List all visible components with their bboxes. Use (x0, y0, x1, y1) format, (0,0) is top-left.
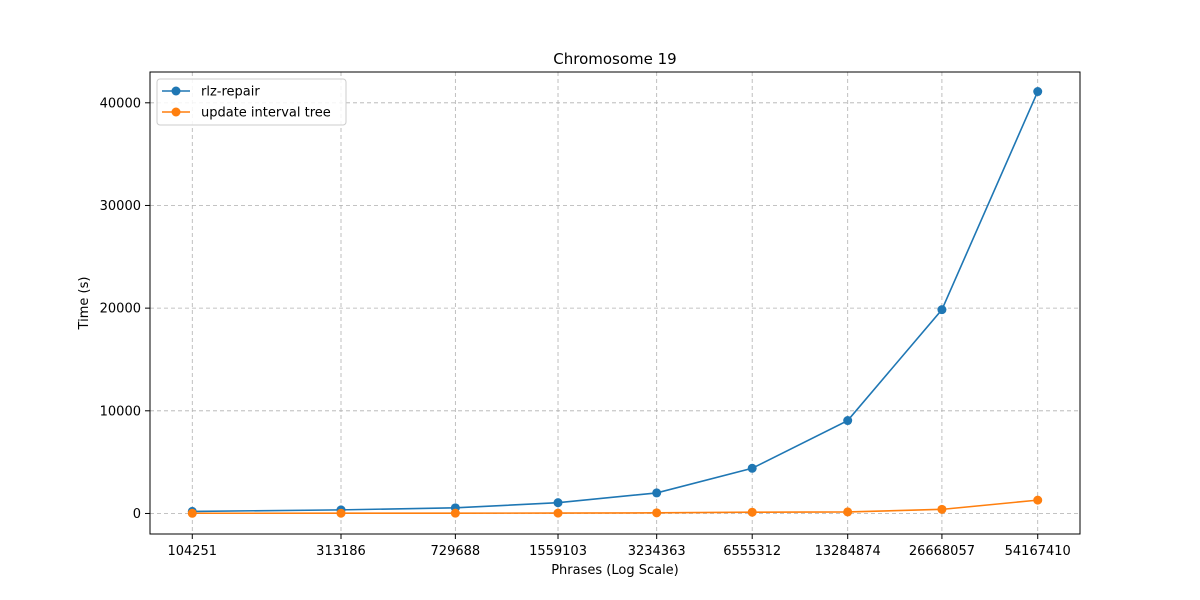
legend-marker (171, 86, 181, 96)
legend-item: update interval tree (162, 106, 331, 121)
legend-marker (171, 107, 181, 117)
legend-label: update interval tree (201, 106, 331, 121)
data-point (553, 508, 563, 518)
x-axis-label: Phrases (Log Scale) (551, 563, 679, 578)
chart-title: Chromosome 19 (553, 50, 676, 68)
x-tick-label: 26668057 (909, 544, 975, 559)
y-tick-label: 20000 (100, 302, 141, 317)
y-tick-label: 0 (133, 507, 141, 522)
data-point (747, 463, 757, 473)
data-point (937, 305, 947, 315)
series-layer (187, 87, 1043, 518)
legend: rlz-repair update interval tree (156, 78, 347, 126)
x-tick-label: 1559103 (529, 544, 587, 559)
data-point (652, 508, 662, 518)
data-point (843, 416, 853, 426)
data-point (336, 508, 346, 518)
data-point (652, 488, 662, 498)
data-point (747, 507, 757, 517)
legend-item: rlz-repair (162, 85, 260, 100)
y-tick-label: 30000 (100, 199, 141, 214)
x-tick-label: 313186 (316, 544, 366, 559)
data-point (843, 507, 853, 517)
series-update-interval-tree (187, 495, 1043, 518)
axis-ticks: 104251 313186 729688 1559103 3234363 6555312 1… (100, 96, 1071, 559)
x-tick-label: 729688 (431, 544, 481, 559)
data-point (1033, 495, 1043, 505)
plot-frame (149, 71, 1081, 535)
y-tick-label: 10000 (100, 404, 141, 419)
legend-label: rlz-repair (201, 85, 260, 100)
x-tick-label: 54167410 (1005, 544, 1071, 559)
data-point (450, 508, 460, 518)
data-point (1033, 87, 1043, 97)
x-tick-label: 6555312 (723, 544, 781, 559)
x-tick-label: 3234363 (628, 544, 686, 559)
data-point (187, 508, 197, 518)
y-axis-label: Time (s) (77, 277, 92, 331)
data-point (553, 498, 563, 508)
y-tick-label: 40000 (100, 96, 141, 111)
x-tick-label: 13284874 (815, 544, 881, 559)
legend-box (156, 78, 347, 126)
x-tick-label: 104251 (167, 544, 217, 559)
data-point (937, 504, 947, 514)
